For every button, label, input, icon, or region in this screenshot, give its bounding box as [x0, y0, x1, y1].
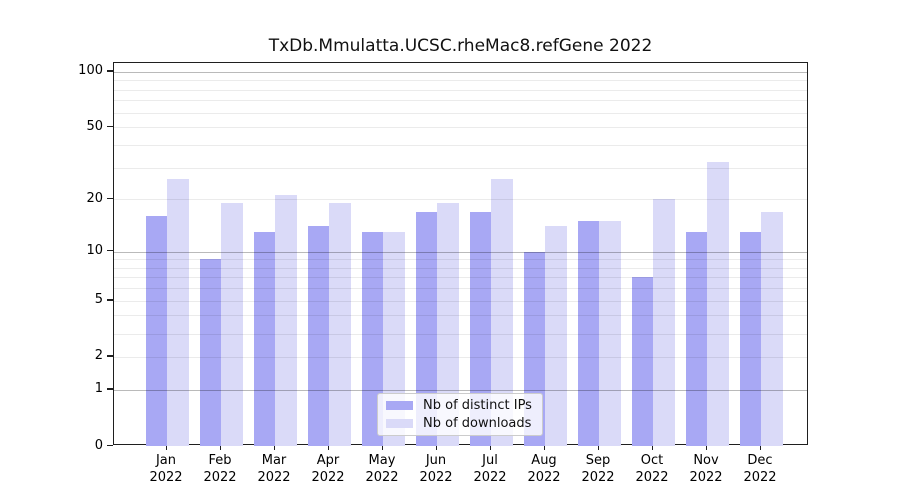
x-axis-tick-mark — [327, 445, 329, 450]
bar-downloads — [167, 178, 189, 446]
x-axis-tick-label: Mar 2022 — [257, 453, 291, 485]
y-axis-tick-mark — [107, 125, 113, 128]
x-axis-tick-mark — [759, 445, 761, 450]
gridline — [114, 71, 807, 73]
y-axis-tick-label: 1 — [94, 381, 103, 397]
y-axis-tick-label: 0 — [94, 437, 103, 453]
bar-downloads — [491, 178, 513, 446]
bar-downloads — [761, 211, 783, 446]
x-axis-tick-label: Jun 2022 — [419, 453, 453, 485]
y-axis-tick-mark — [107, 444, 113, 446]
bar-distinct-ips — [253, 231, 275, 446]
x-axis-tick-label: Sep 2022 — [581, 453, 615, 485]
x-axis-tick-label: Jan 2022 — [149, 453, 183, 485]
x-axis-tick-mark — [381, 445, 383, 450]
legend-item-downloads: Nb of downloads — [386, 416, 534, 431]
bar-downloads — [383, 231, 405, 446]
gridline — [114, 167, 807, 169]
x-axis-tick-mark — [165, 445, 167, 450]
gridline — [114, 100, 807, 102]
bar-distinct-ips — [739, 231, 761, 446]
bar-downloads — [437, 203, 459, 446]
gridline — [114, 80, 807, 82]
legend-label-distinct-ips: Nb of distinct IPs — [423, 398, 532, 413]
x-axis-tick-label: Nov 2022 — [689, 453, 723, 485]
legend-label-downloads: Nb of downloads — [423, 416, 532, 431]
bar-distinct-ips — [631, 277, 653, 446]
bar-downloads — [599, 221, 621, 446]
x-axis-tick-label: Aug 2022 — [527, 453, 561, 485]
bar-distinct-ips — [469, 211, 491, 446]
gridline — [114, 300, 807, 302]
gridline — [114, 333, 807, 335]
legend-swatch-distinct-ips — [386, 401, 413, 410]
bar-distinct-ips — [685, 231, 707, 446]
x-axis-tick-mark — [597, 445, 599, 450]
gridline — [114, 89, 807, 91]
gridline — [114, 199, 807, 201]
bar-distinct-ips — [415, 211, 437, 446]
bar-distinct-ips — [199, 259, 221, 446]
y-axis-tick-mark — [107, 299, 113, 301]
bar-downloads — [707, 162, 729, 446]
x-axis-tick-mark — [435, 445, 437, 450]
bar-downloads — [653, 199, 675, 446]
gridline — [114, 389, 807, 391]
y-axis-tick-mark — [107, 388, 113, 390]
legend-swatch-downloads — [386, 419, 413, 428]
x-axis-tick-mark — [705, 445, 707, 450]
x-axis-tick-mark — [219, 445, 221, 450]
gridline — [114, 288, 807, 290]
gridline — [114, 277, 807, 279]
legend: Nb of distinct IPs Nb of downloads — [377, 393, 543, 436]
y-axis-tick-label: 2 — [94, 348, 103, 364]
bar-distinct-ips — [307, 226, 329, 446]
bar-distinct-ips — [577, 221, 599, 446]
x-axis-tick-mark — [489, 445, 491, 450]
bar-downloads — [275, 195, 297, 446]
y-axis-tick-mark — [107, 197, 113, 199]
x-axis-tick-label: Feb 2022 — [203, 453, 237, 485]
bar-distinct-ips — [145, 216, 167, 446]
y-axis-tick-mark — [107, 250, 113, 252]
gridline — [114, 112, 807, 114]
y-axis-tick-label: 10 — [86, 243, 103, 259]
y-axis-tick-mark — [107, 355, 113, 357]
gridline — [114, 315, 807, 317]
x-axis-tick-label: Apr 2022 — [311, 453, 345, 485]
gridline — [114, 356, 807, 358]
gridline — [114, 259, 807, 261]
x-axis-tick-mark — [543, 445, 545, 450]
x-axis-tick-label: May 2022 — [365, 453, 399, 485]
gridline — [114, 267, 807, 269]
x-axis-tick-label: Oct 2022 — [635, 453, 669, 485]
plot-area — [113, 62, 808, 446]
x-axis-tick-mark — [651, 445, 653, 450]
bar-downloads — [545, 226, 567, 446]
chart-title: TxDb.Mmulatta.UCSC.rheMac8.refGene 2022 — [268, 36, 653, 56]
gridline — [114, 127, 807, 129]
y-axis-tick-label: 50 — [86, 118, 103, 134]
gridline — [114, 251, 807, 253]
x-axis-tick-label: Dec 2022 — [743, 453, 777, 485]
y-axis-tick-label: 5 — [94, 292, 103, 308]
y-axis-tick-label: 20 — [86, 190, 103, 206]
bar-downloads — [221, 203, 243, 446]
x-axis-tick-mark — [273, 445, 275, 450]
bar-downloads — [329, 203, 351, 446]
y-axis-tick-label: 100 — [78, 63, 103, 79]
x-axis-tick-label: Jul 2022 — [473, 453, 507, 485]
bar-distinct-ips — [361, 231, 383, 446]
gridline — [114, 144, 807, 146]
y-axis-tick-mark — [107, 70, 113, 72]
legend-item-distinct-ips: Nb of distinct IPs — [386, 398, 534, 413]
